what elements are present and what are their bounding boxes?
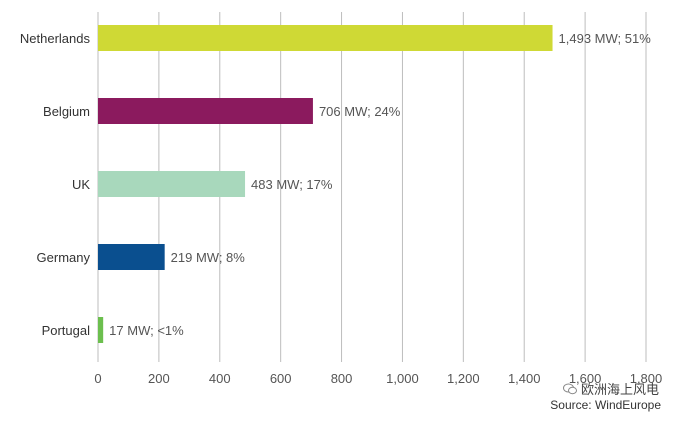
data-labels: 1,493 MW; 51% 706 MW; 24% 483 MW; 17% 219 M… [109, 31, 651, 338]
x-tick-label: 200 [148, 371, 170, 386]
bar [98, 171, 246, 197]
gridlines [97, 12, 647, 362]
x-tick-label: 1,800 [630, 371, 663, 386]
x-tick-label: 400 [209, 371, 231, 386]
data-label: 706 MW; 24% [319, 104, 401, 119]
source-note: Source: WindEurope [550, 398, 661, 412]
x-tick-label: 1,000 [386, 371, 419, 386]
category-label: Netherlands [20, 31, 91, 46]
x-tick-label: 1,200 [447, 371, 480, 386]
x-tick-label: 1,400 [508, 371, 541, 386]
watermark-text: 欧洲海上风电 [580, 382, 659, 397]
bar [98, 244, 165, 270]
x-axis-tick-labels: 0 200 400 600 800 1,000 1,200 1,400 1,600 1,800 [94, 371, 662, 386]
bars [98, 25, 553, 343]
category-label: Belgium [43, 104, 90, 119]
bar [98, 98, 313, 124]
category-label: Germany [37, 250, 91, 265]
wechat-icon [562, 383, 577, 394]
data-label: 17 MW; <1% [109, 323, 184, 338]
x-tick-label: 600 [270, 371, 292, 386]
category-label: UK [72, 177, 90, 192]
x-tick-label: 800 [331, 371, 353, 386]
x-tick-label: 0 [94, 371, 101, 386]
data-label: 483 MW; 17% [251, 177, 333, 192]
category-label: Portugal [42, 323, 91, 338]
x-tick-label: 1,600 [569, 371, 602, 386]
watermark: 欧洲海上风电 [562, 379, 659, 398]
category-labels: Netherlands Belgium UK Germany Portugal [20, 31, 91, 338]
data-label: 1,493 MW; 51% [559, 31, 652, 46]
data-label: 219 MW; 8% [171, 250, 246, 265]
bar [98, 317, 104, 343]
bar [98, 25, 553, 51]
